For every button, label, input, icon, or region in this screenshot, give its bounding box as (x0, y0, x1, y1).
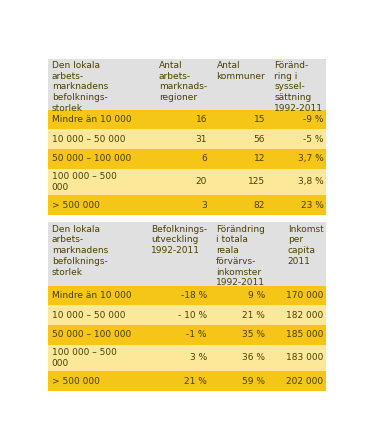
Bar (209, 110, 268, 129)
Bar (268, 149, 326, 169)
Text: 183 000: 183 000 (286, 353, 323, 363)
Bar (151, 222, 209, 286)
Text: 23 %: 23 % (300, 201, 323, 210)
Text: Mindre än 10 000: Mindre än 10 000 (52, 291, 131, 300)
Text: Den lokala
arbets-
marknadens
befolknings-
storlek: Den lokala arbets- marknadens befolkning… (52, 225, 108, 277)
Bar (209, 129, 268, 149)
Text: 56: 56 (254, 135, 265, 144)
Bar (151, 59, 209, 110)
Text: Inkomst
per
capita
2011: Inkomst per capita 2011 (288, 225, 323, 266)
Text: 125: 125 (248, 178, 265, 186)
Text: 3: 3 (201, 201, 207, 210)
Text: 182 000: 182 000 (286, 311, 323, 320)
Text: Föränd-
ring i
syssel-
sättning
1992-2011: Föränd- ring i syssel- sättning 1992-201… (274, 61, 323, 113)
Text: - 10 %: - 10 % (178, 311, 207, 320)
Bar (151, 371, 209, 391)
Bar (49, 286, 151, 305)
Text: > 500 000: > 500 000 (52, 376, 100, 385)
Text: 10 000 – 50 000: 10 000 – 50 000 (52, 135, 125, 144)
Bar (209, 305, 268, 325)
Text: Antal
kommuner: Antal kommuner (216, 61, 265, 81)
Bar (151, 129, 209, 149)
Bar (49, 169, 151, 195)
Text: 100 000 – 500
000: 100 000 – 500 000 (52, 172, 117, 192)
Bar (151, 325, 209, 345)
Bar (268, 325, 326, 345)
Bar (268, 305, 326, 325)
Text: 21 %: 21 % (242, 311, 265, 320)
Bar (49, 345, 151, 371)
Bar (209, 59, 268, 110)
Text: 9 %: 9 % (248, 291, 265, 300)
Text: 21 %: 21 % (184, 376, 207, 385)
Bar (49, 305, 151, 325)
Bar (268, 195, 326, 215)
Bar (268, 169, 326, 195)
Bar (268, 129, 326, 149)
Bar (268, 59, 326, 110)
Bar (268, 345, 326, 371)
Text: 31: 31 (196, 135, 207, 144)
Bar (49, 59, 151, 110)
Text: 3,7 %: 3,7 % (298, 154, 323, 163)
Text: 20: 20 (196, 178, 207, 186)
Bar (49, 325, 151, 345)
Text: Mindre än 10 000: Mindre än 10 000 (52, 115, 131, 124)
Bar (49, 222, 151, 286)
Bar (151, 195, 209, 215)
Text: 82: 82 (254, 201, 265, 210)
Text: 3,8 %: 3,8 % (298, 178, 323, 186)
Bar (151, 110, 209, 129)
Bar (209, 195, 268, 215)
Bar (49, 149, 151, 169)
Text: 12: 12 (254, 154, 265, 163)
Text: 185 000: 185 000 (286, 330, 323, 340)
Bar (268, 286, 326, 305)
Text: > 500 000: > 500 000 (52, 201, 100, 210)
Text: 36 %: 36 % (242, 353, 265, 363)
Bar (268, 110, 326, 129)
Text: 35 %: 35 % (242, 330, 265, 340)
Text: 15: 15 (254, 115, 265, 124)
Bar (49, 129, 151, 149)
Text: -9 %: -9 % (303, 115, 323, 124)
Text: Förändring
i totala
reala
förvärvs-
inkomster
1992-2011: Förändring i totala reala förvärvs- inko… (216, 225, 265, 287)
Text: Befolknings-
utveckling
1992-2011: Befolknings- utveckling 1992-2011 (151, 225, 207, 255)
Text: 170 000: 170 000 (286, 291, 323, 300)
Text: -1 %: -1 % (187, 330, 207, 340)
Bar (209, 325, 268, 345)
Bar (209, 149, 268, 169)
Bar (209, 222, 268, 286)
Bar (209, 371, 268, 391)
Text: 100 000 – 500
000: 100 000 – 500 000 (52, 348, 117, 368)
Bar (49, 195, 151, 215)
Text: 50 000 – 100 000: 50 000 – 100 000 (52, 330, 131, 340)
Text: 6: 6 (201, 154, 207, 163)
Bar (151, 345, 209, 371)
Bar (268, 222, 326, 286)
Text: Antal
arbets-
marknads-
regioner: Antal arbets- marknads- regioner (159, 61, 207, 102)
Text: 16: 16 (196, 115, 207, 124)
Bar (209, 286, 268, 305)
Bar (151, 169, 209, 195)
Bar (49, 110, 151, 129)
Text: 50 000 – 100 000: 50 000 – 100 000 (52, 154, 131, 163)
Text: -18 %: -18 % (181, 291, 207, 300)
Bar (209, 345, 268, 371)
Text: Den lokala
arbets-
marknadens
befolknings-
storlek: Den lokala arbets- marknadens befolkning… (52, 61, 108, 113)
Text: -5 %: -5 % (303, 135, 323, 144)
Text: 202 000: 202 000 (286, 376, 323, 385)
Bar (151, 286, 209, 305)
Text: 3 %: 3 % (190, 353, 207, 363)
Bar (209, 169, 268, 195)
Bar (268, 371, 326, 391)
Text: 10 000 – 50 000: 10 000 – 50 000 (52, 311, 125, 320)
Bar (151, 305, 209, 325)
Bar (151, 149, 209, 169)
Text: 59 %: 59 % (242, 376, 265, 385)
Bar (49, 371, 151, 391)
